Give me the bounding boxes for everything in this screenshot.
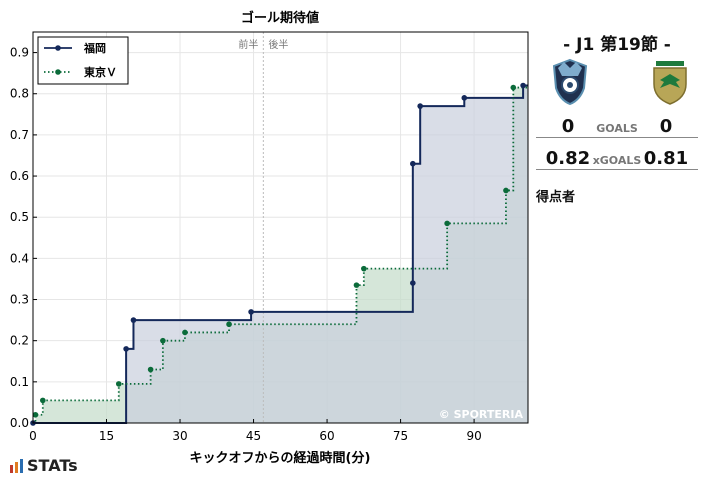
data-point (248, 309, 254, 315)
data-point (40, 397, 46, 404)
home-xg: 0.82 (545, 148, 591, 169)
stats-logo-icon (10, 458, 23, 473)
data-point (226, 321, 232, 328)
home-goals: 0 (561, 116, 575, 137)
away-goals: 0 (659, 116, 673, 137)
y-tick-label: 0.8 (10, 87, 29, 101)
data-point (160, 337, 166, 344)
series-fill (33, 85, 528, 424)
second-half-label: 後半 (268, 38, 288, 51)
scorers-heading: 得点者 (536, 190, 576, 205)
x-tick-label: 45 (246, 429, 261, 443)
match-title: - J1 第19節 - (563, 35, 671, 55)
y-tick-label: 0.4 (10, 251, 29, 265)
x-tick-label: 30 (172, 429, 187, 443)
legend-marker (55, 69, 61, 75)
away-crest-icon (653, 61, 687, 105)
data-point (510, 84, 517, 91)
xg-label: xGOALS (592, 154, 642, 167)
y-tick-label: 0.9 (10, 46, 29, 60)
stats-brand: STATs (10, 456, 78, 475)
data-point (123, 346, 129, 352)
y-tick-label: 0.2 (10, 334, 29, 348)
y-tick-label: 0.3 (10, 293, 29, 307)
home-crest-icon (552, 58, 588, 106)
data-point (520, 82, 526, 89)
x-axis-label: キックオフからの経過時間(分) (190, 450, 371, 466)
data-point (410, 280, 416, 286)
legend-marker (55, 45, 61, 51)
watermark: © SPORTERIA (439, 408, 524, 421)
y-tick-label: 0.7 (10, 128, 29, 142)
brand-name: STATs (27, 456, 78, 475)
y-tick-label: 0.6 (10, 169, 29, 183)
data-point (361, 265, 367, 272)
data-point (130, 317, 137, 323)
away-xg: 0.81 (643, 148, 689, 169)
xg-row: 0.82 xGOALS 0.81 (534, 148, 700, 174)
data-point (115, 381, 122, 387)
x-tick-label: 0 (29, 429, 37, 443)
data-point (147, 366, 154, 373)
data-point (417, 103, 423, 109)
y-tick-label: 0.5 (10, 210, 29, 224)
first-half-label: 前半 (238, 38, 258, 51)
area-fills (33, 85, 528, 424)
x-tick-label: 15 (99, 429, 114, 443)
axis-ticks: 0 15 30 45 60 75 90 0.0 0.1 0.2 0.3 0.4 0.5 0.6 0.7 0.8… (10, 46, 482, 443)
y-tick-label: 0.1 (10, 375, 29, 389)
data-point (461, 95, 468, 101)
plot-frame (32, 31, 529, 424)
legend-label: 東京Ｖ (84, 65, 117, 79)
series-line (33, 86, 528, 424)
legend-label: 福岡 (83, 41, 106, 55)
legend-box (37, 36, 129, 85)
data-point (182, 329, 188, 336)
x-tick-label: 90 (466, 429, 481, 443)
data-point (353, 282, 360, 288)
y-tick-label: 0.0 (10, 416, 29, 430)
data-point (444, 220, 450, 227)
divider (536, 137, 698, 138)
goals-label: GOALS (596, 122, 638, 135)
x-tick-label: 60 (319, 429, 334, 443)
halftime-marker: 前半 後半 (238, 32, 288, 423)
x-tick-label: 75 (393, 429, 408, 443)
data-point (32, 411, 39, 418)
data-point (503, 187, 509, 194)
divider (536, 169, 698, 170)
series-points (30, 82, 526, 426)
goals-row: 0 GOALS 0 (534, 116, 700, 142)
chart-title: ゴール期待値 (241, 10, 319, 26)
data-point (410, 160, 416, 167)
